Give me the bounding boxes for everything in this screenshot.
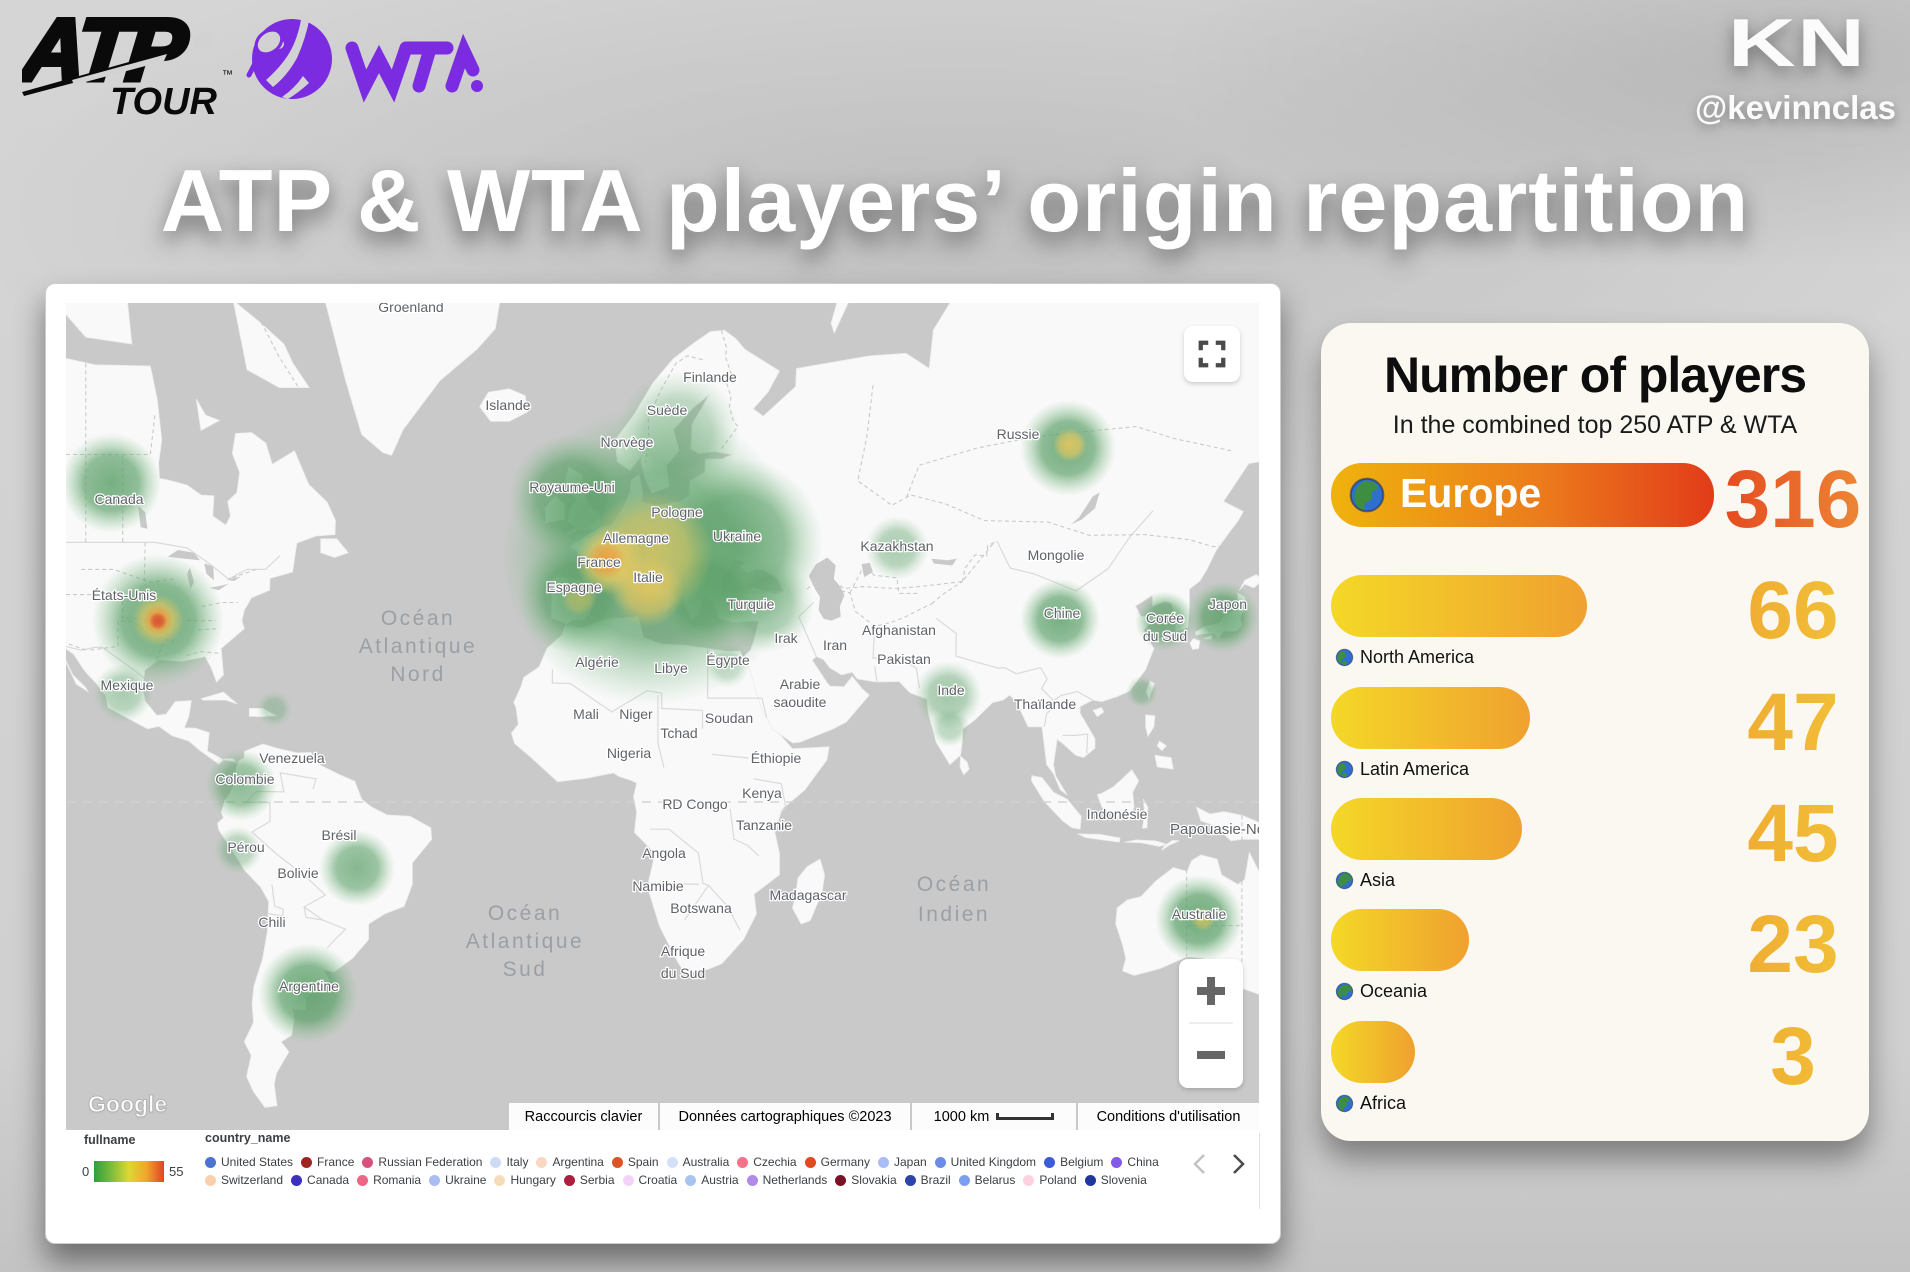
svg-text:Tanzanie: Tanzanie [736,817,792,833]
svg-text:Angola: Angola [642,845,686,861]
svg-text:Turquie: Turquie [728,596,775,612]
svg-text:Océan: Océan [488,902,562,925]
svg-text:Papouasie-No: Papouasie-No [1170,821,1259,838]
svg-text:Namibie: Namibie [632,878,684,894]
svg-text:Inde: Inde [937,682,964,698]
svg-text:Afghanistan: Afghanistan [862,622,936,638]
svg-text:Éthiopie: Éthiopie [751,750,802,766]
svg-text:Iran: Iran [823,637,847,653]
svg-text:Indien: Indien [918,903,990,926]
svg-text:Russie: Russie [997,426,1040,442]
svg-text:Royaume-Uni: Royaume-Uni [529,479,615,495]
svg-text:Finlande: Finlande [683,369,737,385]
svg-text:Colombie: Colombie [215,771,274,787]
svg-text:États-Unis: États-Unis [92,587,157,603]
svg-text:Islande: Islande [485,397,530,413]
svg-text:Niger: Niger [619,706,653,722]
svg-text:Mali: Mali [573,706,599,722]
svg-text:Canada: Canada [94,491,143,507]
svg-text:Suède: Suède [647,402,688,418]
svg-text:Égypte: Égypte [706,652,750,668]
svg-text:Thaïlande: Thaïlande [1014,696,1076,712]
svg-text:ATP: ATP [22,0,192,99]
svg-text:Tchad: Tchad [660,725,697,741]
svg-text:Irak: Irak [774,630,798,646]
svg-text:Pologne: Pologne [651,504,703,520]
svg-text:Atlantique: Atlantique [466,930,584,953]
svg-text:Océan: Océan [917,873,991,896]
svg-text:Kazakhstan: Kazakhstan [860,538,933,554]
svg-text:Madagascar: Madagascar [769,887,846,903]
svg-text:Mongolie: Mongolie [1028,547,1085,563]
svg-text:Allemagne: Allemagne [603,530,669,546]
svg-text:Chili: Chili [258,914,285,930]
svg-text:Arabie: Arabie [780,676,821,692]
svg-text:RD Congo: RD Congo [662,796,728,812]
svg-text:Libye: Libye [654,660,688,676]
svg-text:Pérou: Pérou [227,839,264,855]
svg-text:Ukraine: Ukraine [713,528,761,544]
svg-text:TOUR: TOUR [110,81,218,120]
svg-text:Algérie: Algérie [575,654,619,670]
svg-text:Soudan: Soudan [705,710,753,726]
svg-text:Kenya: Kenya [742,785,782,801]
svg-text:Norvège: Norvège [601,434,654,450]
svg-text:Nigeria: Nigeria [607,745,652,761]
svg-text:Bolivie: Bolivie [277,865,318,881]
svg-text:Corée: Corée [1146,610,1184,626]
svg-text:Nord: Nord [390,663,446,686]
svg-text:Australie: Australie [1172,906,1227,922]
svg-text:du Sud: du Sud [661,965,705,981]
svg-text:Botswana: Botswana [670,900,732,916]
svg-text:Italie: Italie [633,569,663,585]
svg-text:Japon: Japon [1209,596,1247,612]
svg-text:Espagne: Espagne [546,579,601,595]
svg-text:Venezuela: Venezuela [259,750,325,766]
svg-text:France: France [577,554,621,570]
svg-text:Groenland: Groenland [378,303,443,315]
svg-text:Océan: Océan [381,607,455,630]
svg-text:Sud: Sud [503,958,548,981]
svg-text:Atlantique: Atlantique [359,635,477,658]
svg-text:Brésil: Brésil [321,827,356,843]
svg-text:Mexique: Mexique [101,677,154,693]
svg-text:Afrique: Afrique [661,943,706,959]
svg-text:Argentine: Argentine [279,978,339,994]
svg-text:Pakistan: Pakistan [877,651,931,667]
svg-text:™: ™ [222,69,233,81]
svg-text:du Sud: du Sud [1143,628,1187,644]
svg-text:Chine: Chine [1044,605,1081,621]
svg-text:saoudite: saoudite [774,694,827,710]
svg-text:Indonésie: Indonésie [1087,806,1148,822]
